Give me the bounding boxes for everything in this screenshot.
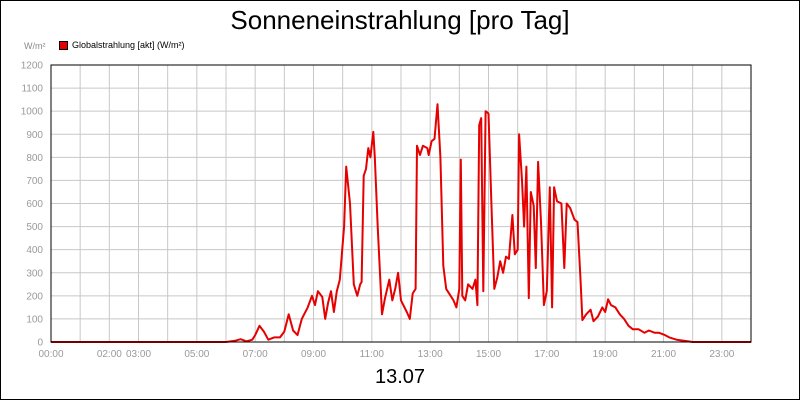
x-tick-label: 15:00 <box>476 349 501 360</box>
x-tick-label: 07:00 <box>243 349 268 360</box>
x-tick-label: 09:00 <box>301 349 326 360</box>
x-axis-date-caption: 13.07 <box>374 366 426 388</box>
x-tick-label: 05:00 <box>184 349 209 360</box>
y-tick-label: 700 <box>26 176 43 187</box>
grid <box>51 65 751 342</box>
x-tick-label: 19:00 <box>593 349 618 360</box>
y-tick-label: 0 <box>37 338 43 349</box>
y-tick-label: 500 <box>26 222 43 233</box>
x-tick-label: 02:00 <box>97 349 122 360</box>
y-tick-label: 1000 <box>21 107 44 118</box>
x-tick-label: 11:00 <box>360 349 385 360</box>
chart-title: Sonneneinstrahlung [pro Tag] <box>230 5 570 35</box>
y-axis-unit-label: W/m² <box>24 41 46 51</box>
legend: Globalstrahlung [akt] (W/m²) <box>59 40 185 50</box>
series-lines <box>51 103 751 343</box>
y-tick-label: 800 <box>26 153 43 164</box>
plot-border <box>50 64 752 343</box>
x-tick-label: 17:00 <box>534 349 559 360</box>
y-tick-label: 100 <box>26 314 43 325</box>
y-tick-label: 300 <box>26 268 43 279</box>
x-tick-label: 23:00 <box>709 349 734 360</box>
x-tick-label: 13:00 <box>418 349 443 360</box>
y-tick-label: 1200 <box>21 61 44 72</box>
x-tick-label: 00:00 <box>38 349 63 360</box>
legend-swatch <box>59 40 68 50</box>
x-tick-label: 21:00 <box>651 349 676 360</box>
y-tick-label: 600 <box>26 199 43 210</box>
y-tick-label: 1100 <box>21 84 43 95</box>
legend-label: Globalstrahlung [akt] (W/m²) <box>72 40 185 50</box>
y-tick-label: 900 <box>26 130 43 141</box>
x-tick-labels: 00:00 02:00 03:00 05:00 07:00 09:00 11:00 13:00… <box>38 349 734 360</box>
y-tick-labels: 0 100 200 300 400 500 600 700 800 900 1000 1100 1200 <box>21 61 44 349</box>
x-tick-label: 03:00 <box>126 349 151 360</box>
y-tick-label: 400 <box>26 245 43 256</box>
series-line <box>51 103 751 343</box>
y-tick-label: 200 <box>26 291 43 302</box>
